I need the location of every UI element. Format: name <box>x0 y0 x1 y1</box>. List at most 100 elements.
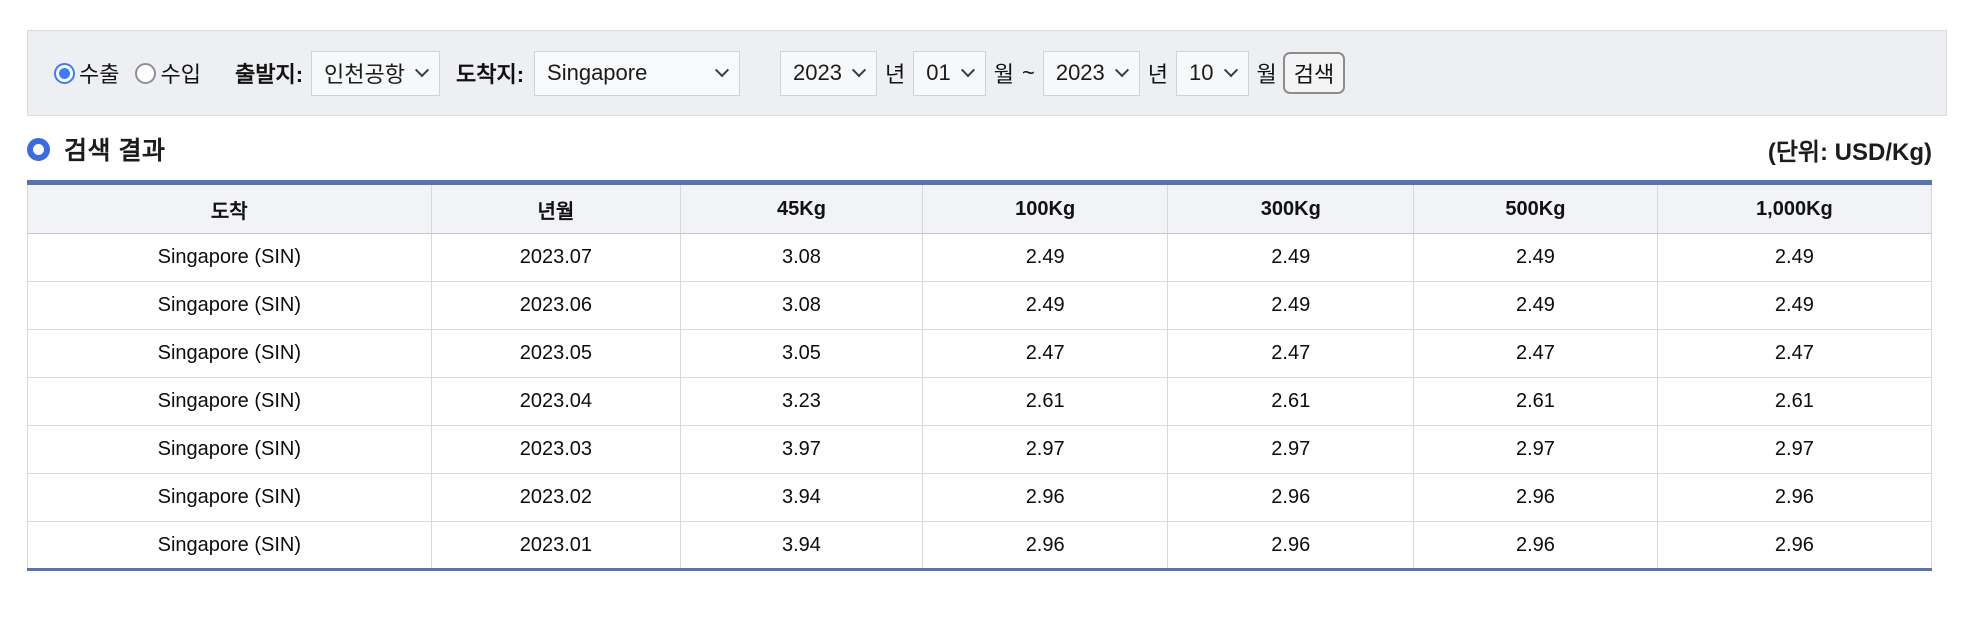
column-header: 도착 <box>27 182 432 234</box>
start-year-select[interactable]: 2023 <box>780 50 877 96</box>
table-cell: 2.96 <box>922 473 1169 522</box>
departure-select-value: 인천공항 <box>324 62 405 87</box>
table-cell: Singapore (SIN) <box>27 233 432 282</box>
table-row: Singapore (SIN) 2023.05 3.05 2.47 2.47 2.47 2.… <box>27 329 1932 378</box>
table-row: Singapore (SIN) 2023.01 3.94 2.96 2.96 2.96 2.… <box>27 521 1932 570</box>
table-cell: 2.96 <box>1167 521 1415 570</box>
table-cell: 2.97 <box>922 425 1169 474</box>
table-cell: 2.47 <box>1167 329 1415 378</box>
table-cell: 3.23 <box>680 377 923 426</box>
chevron-down-icon <box>1223 63 1238 78</box>
unit-label: (단위: USD/Kg) <box>1767 138 1932 166</box>
table-body: Singapore (SIN) 2023.07 3.08 2.49 2.49 2.49 2.… <box>27 233 1932 570</box>
table-cell: 2.61 <box>1413 377 1658 426</box>
end-month-suffix: 월 <box>1256 62 1277 87</box>
page: 수출 수입 출발지: 인천공항 도착지: Singapore 2023 년 01… <box>27 30 1947 571</box>
table-cell: 2.47 <box>1657 329 1932 378</box>
table-cell: 2023.03 <box>431 425 682 474</box>
table-cell: 2023.07 <box>431 233 682 282</box>
chevron-down-icon <box>1114 63 1129 78</box>
radio-selected-icon[interactable] <box>54 62 75 84</box>
table-cell: 3.08 <box>680 281 923 330</box>
table-cell: Singapore (SIN) <box>27 425 432 474</box>
radio-import-label: 수입 <box>160 62 201 87</box>
table-cell: 3.97 <box>680 425 923 474</box>
start-year-value: 2023 <box>793 60 842 85</box>
start-month-select[interactable]: 01 <box>913 50 986 96</box>
table-row: Singapore (SIN) 2023.06 3.08 2.49 2.49 2.49 2.… <box>27 281 1932 330</box>
table-cell: 2.47 <box>922 329 1169 378</box>
table-cell: 3.94 <box>680 473 923 522</box>
table-cell: 2023.06 <box>431 281 682 330</box>
radio-export[interactable]: 수출 <box>54 57 119 89</box>
table-cell: Singapore (SIN) <box>27 473 432 522</box>
chevron-down-icon <box>714 63 730 78</box>
table-header-row: 도착 년월 45Kg 100Kg 300Kg 500Kg 1,000Kg <box>27 182 1932 234</box>
end-year-select[interactable]: 2023 <box>1042 50 1140 96</box>
column-header: 1,000Kg <box>1657 182 1932 234</box>
end-year-suffix: 년 <box>1147 62 1169 87</box>
table-cell: Singapore (SIN) <box>27 329 432 378</box>
table-cell: 2023.05 <box>431 329 682 378</box>
table-cell: 2.49 <box>1657 281 1932 330</box>
radio-unselected-icon[interactable] <box>135 62 157 84</box>
search-form-bar: 수출 수입 출발지: 인천공항 도착지: Singapore 2023 년 01… <box>27 30 1947 116</box>
search-button[interactable]: 검색 <box>1282 52 1346 94</box>
results-title: 검색 결과 <box>64 137 166 165</box>
table-cell: 2.96 <box>1167 473 1415 522</box>
table-cell: 2.61 <box>1167 377 1415 426</box>
table-cell: 2.97 <box>1167 425 1415 474</box>
table-cell: 2.47 <box>1413 329 1658 378</box>
table-cell: 2023.01 <box>431 521 682 570</box>
start-month-value: 01 <box>926 60 951 85</box>
end-year-value: 2023 <box>1055 60 1105 85</box>
arrival-select[interactable]: Singapore <box>534 50 741 96</box>
table-cell: 2.49 <box>922 233 1169 282</box>
departure-select[interactable]: 인천공항 <box>311 50 440 96</box>
table-row: Singapore (SIN) 2023.07 3.08 2.49 2.49 2.49 2.… <box>27 233 1932 282</box>
table-cell: 2.96 <box>1413 521 1658 570</box>
table-cell: 2.96 <box>1657 521 1932 570</box>
start-year-suffix: 년 <box>884 62 906 87</box>
chevron-down-icon <box>851 63 867 78</box>
radio-export-label: 수출 <box>79 62 120 87</box>
table-cell: 2.61 <box>1657 377 1932 426</box>
column-header: 45Kg <box>680 182 923 234</box>
radio-import[interactable]: 수입 <box>135 57 201 89</box>
table-cell: 2.49 <box>1167 233 1415 282</box>
departure-label: 출발지: <box>234 62 304 87</box>
table-cell: 2.49 <box>1657 233 1932 282</box>
table-cell: 2.97 <box>1413 425 1658 474</box>
results-heading-row: 검색 결과 (단위: USD/Kg) <box>27 131 1932 167</box>
section-bullet-icon <box>27 137 50 161</box>
table-cell: 2.61 <box>922 377 1169 426</box>
trade-direction-radio-group: 수출 수입 <box>54 57 201 89</box>
table-cell: 2.96 <box>1413 473 1658 522</box>
table-cell: Singapore (SIN) <box>27 281 432 330</box>
table-row: Singapore (SIN) 2023.02 3.94 2.96 2.96 2.96 2.… <box>27 473 1932 522</box>
table-cell: 2.49 <box>1413 281 1658 330</box>
end-month-value: 10 <box>1189 60 1214 85</box>
table-cell: 2.96 <box>922 521 1169 570</box>
table-cell: Singapore (SIN) <box>27 521 432 570</box>
chevron-down-icon <box>414 63 430 78</box>
column-header: 년월 <box>431 182 682 234</box>
table-cell: 2.96 <box>1657 473 1932 522</box>
end-month-select[interactable]: 10 <box>1176 50 1249 96</box>
column-header: 300Kg <box>1167 182 1415 234</box>
column-header: 100Kg <box>922 182 1169 234</box>
table-cell: 3.94 <box>680 521 923 570</box>
table-cell: 3.05 <box>680 329 923 378</box>
table-cell: 2.49 <box>1167 281 1415 330</box>
start-month-suffix: 월 <box>993 62 1014 87</box>
table-cell: 3.08 <box>680 233 923 282</box>
table-cell: Singapore (SIN) <box>27 377 432 426</box>
results-table: 도착 년월 45Kg 100Kg 300Kg 500Kg 1,000Kg Singapore… <box>27 180 1932 571</box>
table-cell: 2.49 <box>1413 233 1658 282</box>
table-row: Singapore (SIN) 2023.04 3.23 2.61 2.61 2.61 2.… <box>27 377 1932 426</box>
range-tilde: ~ <box>1021 60 1035 85</box>
table-cell: 2023.02 <box>431 473 682 522</box>
table-cell: 2023.04 <box>431 377 682 426</box>
table-row: Singapore (SIN) 2023.03 3.97 2.97 2.97 2.97 2.… <box>27 425 1932 474</box>
table-cell: 2.97 <box>1657 425 1932 474</box>
